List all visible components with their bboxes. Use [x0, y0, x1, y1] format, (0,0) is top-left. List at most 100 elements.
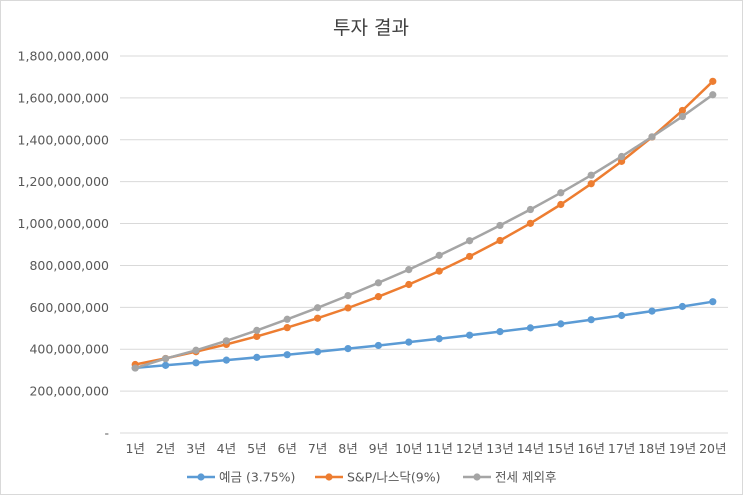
data-point: [374, 341, 382, 350]
data-point: [222, 337, 230, 345]
legend-marker: [197, 473, 205, 481]
y-axis-ticks: - 200,000,000 400,000,000 600,000,000 800,00…: [18, 49, 109, 441]
y-tick-label: 600,000,000: [29, 300, 109, 315]
data-point: [374, 279, 382, 287]
data-point: [648, 307, 656, 315]
x-tick-label: 16년: [577, 441, 604, 456]
data-point: [618, 152, 626, 161]
series-line: [135, 300, 713, 370]
data-point: [192, 346, 200, 354]
data-point: [526, 219, 535, 227]
x-tick-label: 17년: [608, 441, 635, 456]
y-tick-label: 200,000,000: [29, 384, 109, 399]
data-point: [283, 315, 291, 323]
series-line: [134, 80, 714, 366]
data-point: [526, 324, 535, 332]
data-point: [496, 221, 504, 230]
y-tick-label: 800,000,000: [29, 258, 109, 273]
legend-marker: [473, 473, 481, 481]
x-tick-label: 9년: [369, 441, 388, 456]
x-tick-label: 14년: [517, 441, 544, 456]
data-point: [557, 200, 565, 209]
legend-marker: [325, 473, 333, 481]
data-point: [557, 189, 565, 197]
x-tick-label: 13년: [486, 441, 513, 456]
x-tick-label: 3년: [186, 441, 205, 456]
data-point: [709, 298, 717, 306]
data-point: [405, 338, 413, 346]
data-point: [344, 292, 352, 300]
x-tick-label: 10년: [395, 441, 422, 456]
x-tick-label: 5년: [247, 441, 266, 456]
legend: 예금 (3.75%) S&P/나스닥(9%) 전세 제외후: [187, 470, 556, 485]
x-tick-label: 7년: [308, 441, 327, 456]
data-point: [222, 356, 230, 364]
series-1: [131, 298, 717, 372]
x-tick-label: 18년: [638, 441, 665, 456]
data-point: [648, 133, 656, 141]
y-tick-label: 1,000,000,000: [18, 216, 109, 231]
data-point: [162, 355, 170, 363]
x-tick-label: 1년: [125, 441, 144, 456]
data-point: [192, 359, 200, 367]
data-point: [283, 351, 291, 359]
data-point: [709, 77, 717, 85]
data-point: [587, 316, 595, 324]
data-point: [466, 331, 474, 339]
x-tick-label: 15년: [547, 441, 574, 456]
data-point: [435, 267, 443, 275]
legend-label: 전세 제외후: [495, 470, 556, 485]
data-point: [466, 237, 474, 245]
data-point: [435, 251, 443, 259]
legend-item: 전세 제외후: [463, 470, 556, 485]
data-point: [253, 326, 261, 334]
data-point: [466, 252, 474, 261]
legend-label: S&P/나스닥(9%): [347, 470, 441, 485]
y-tick-label: 1,600,000,000: [18, 90, 109, 105]
x-tick-label: 6년: [277, 441, 296, 456]
data-point: [678, 112, 687, 121]
y-tick-label: 1,800,000,000: [18, 49, 109, 64]
data-point: [496, 328, 504, 336]
data-point: [374, 293, 382, 301]
x-axis-ticks: 1년 2년 3년 4년 5년 6년 7년 8년 9년 10년 11년 12년 13년 14년 15년 16년 1…: [125, 441, 726, 456]
series-line: [134, 93, 714, 370]
x-tick-label: 8년: [338, 441, 357, 456]
legend-item: 예금 (3.75%): [187, 470, 295, 485]
y-tick-label: -: [104, 426, 109, 441]
y-tick-label: 1,400,000,000: [18, 132, 109, 147]
data-point: [678, 106, 687, 115]
y-tick-label: 400,000,000: [29, 342, 109, 357]
x-tick-label: 12년: [456, 441, 483, 456]
data-point: [557, 320, 565, 328]
y-tick-label: 1,200,000,000: [18, 174, 109, 189]
x-tick-label: 20년: [699, 441, 726, 456]
x-tick-label: 19년: [669, 441, 696, 456]
series-2: [131, 77, 717, 369]
legend-item: S&P/나스닥(9%): [315, 470, 441, 485]
data-point: [678, 302, 687, 311]
data-point: [435, 335, 443, 343]
series-lines: [131, 77, 717, 372]
data-point: [162, 361, 170, 369]
data-point: [344, 344, 352, 353]
data-point: [283, 324, 291, 332]
data-point: [587, 180, 595, 188]
data-point: [405, 266, 413, 274]
data-point: [131, 364, 139, 372]
data-point: [709, 91, 717, 99]
data-point: [314, 348, 322, 356]
x-tick-label: 4년: [217, 441, 236, 456]
x-tick-label: 11년: [425, 441, 452, 456]
gridlines: [120, 55, 728, 434]
data-point: [253, 332, 261, 341]
data-point: [496, 236, 504, 245]
series-3: [131, 91, 717, 372]
x-tick-label: 2년: [156, 441, 175, 456]
data-point: [405, 280, 413, 289]
chart-title: 투자 결과: [333, 17, 409, 39]
data-point: [618, 311, 626, 320]
data-point: [526, 205, 535, 214]
